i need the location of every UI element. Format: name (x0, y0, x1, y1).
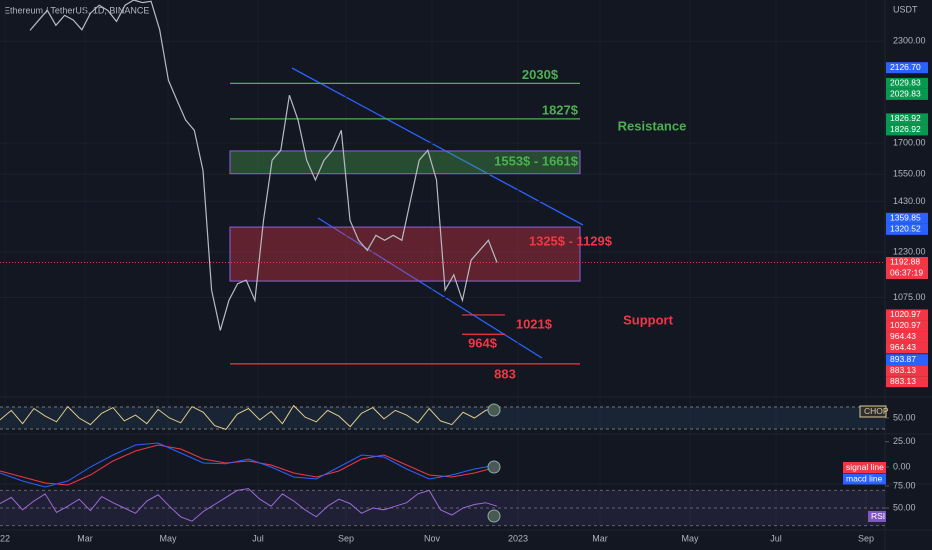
price-tag (886, 354, 928, 366)
price-tag-label: 964.43 (890, 342, 916, 352)
price-line (29, 0, 498, 331)
price-tag-label: 1826.92 (890, 124, 921, 134)
y-tick-label: 2300.00 (893, 36, 926, 46)
price-tag-label: 1192.88 (890, 257, 920, 267)
x-tick-label: Mar (77, 533, 93, 543)
macd-tag (843, 462, 886, 473)
rsi-name: RSI (871, 511, 885, 521)
x-tick-label: May (159, 533, 177, 543)
symbol-title: Ethereum / TetherUS, 1D, BINANCE (4, 5, 149, 15)
level-label: 1021$ (516, 316, 553, 331)
chop-end (487, 403, 501, 417)
channel-upper (291, 67, 584, 226)
price-tag (886, 124, 928, 136)
price-tag-label: 883.13 (890, 376, 916, 386)
x-tick-label: 2023 (508, 533, 528, 543)
macd-line (0, 442, 498, 488)
countdown-bg (886, 267, 928, 279)
price-tag-label: 1359.85 (890, 213, 921, 223)
price-tag (886, 342, 928, 354)
price-tag (886, 113, 928, 125)
chop-tag (859, 405, 887, 418)
price-tag (886, 88, 928, 100)
price-tag-label: 2029.83 (890, 78, 921, 88)
currency: USDT (893, 4, 918, 14)
price-tag (886, 309, 928, 321)
price-tag (886, 256, 928, 268)
x-tick-label: May (681, 533, 699, 543)
y-tick-label: 1430.00 (893, 196, 926, 206)
x-tick-label: Nov (424, 533, 441, 543)
x-tick-label: Sep (338, 533, 354, 543)
indicator-tick-label: 75.00 (893, 480, 916, 490)
price-zone (229, 226, 581, 282)
price-tag-label: 964.43 (890, 331, 916, 341)
price-tag (886, 77, 928, 89)
level-label: 2030$ (522, 67, 559, 82)
y-tick-label: 1550.00 (893, 169, 926, 179)
price-tag-label: 1020.97 (890, 309, 921, 319)
price-tag (886, 331, 928, 343)
price-zone (229, 150, 581, 175)
y-tick-label: 1230.00 (893, 247, 926, 257)
x-tick-label: Mar (592, 533, 608, 543)
chop-band (0, 407, 885, 429)
rsi-line (0, 488, 498, 522)
price-tag-label: 2126.70 (890, 62, 921, 72)
price-tag (886, 365, 928, 377)
price-tag (886, 62, 928, 74)
level-label: 1827$ (542, 102, 579, 117)
level-label: 964$ (468, 336, 498, 351)
chop-line (0, 404, 498, 430)
x-tick-label: Sep (858, 533, 874, 543)
price-tag-label: 893.87 (890, 354, 916, 364)
indicator-tick-label: 50.00 (893, 502, 916, 512)
countdown: 06:37:19 (890, 268, 923, 278)
macd-tag (843, 473, 886, 485)
x-tick-label: Jul (252, 533, 264, 543)
rsi-band (0, 490, 885, 526)
indicator-tick-label: 0.00 (893, 461, 911, 471)
indicator-tick-label: 25.00 (893, 436, 916, 446)
price-tag-label: 2029.83 (890, 89, 921, 99)
annotation: Support (623, 312, 673, 327)
macd-tag-label: signal line (846, 462, 884, 472)
macd-end (487, 460, 501, 474)
price-tag (886, 320, 928, 332)
macd-tag-label: macd line (846, 473, 883, 483)
price-tag (886, 223, 928, 235)
chop-name: CHOP (864, 406, 889, 416)
annotation: Resistance (618, 118, 687, 133)
price-tag-label: 883.13 (890, 365, 916, 375)
rsi-tag (868, 511, 886, 522)
price-tag (886, 212, 928, 224)
x-tick-label: Jul (770, 533, 782, 543)
x-tick-label: 22 (0, 533, 10, 543)
y-tick-label: 1700.00 (893, 138, 926, 148)
price-tag (886, 376, 928, 388)
price-tag-label: 1320.52 (890, 224, 921, 234)
rsi-end (487, 509, 501, 523)
price-tag-label: 1826.92 (890, 113, 921, 123)
level-label: 883 (494, 366, 516, 381)
zone-label: 1325$ - 1129$ (529, 234, 613, 249)
y-tick-label: 1075.00 (893, 292, 926, 302)
price-tag-label: 1020.97 (890, 320, 921, 330)
macd-line (0, 444, 498, 486)
zone-label: 1553$ - 1661$ (494, 154, 579, 169)
indicator-tick-label: 50.00 (893, 412, 916, 422)
